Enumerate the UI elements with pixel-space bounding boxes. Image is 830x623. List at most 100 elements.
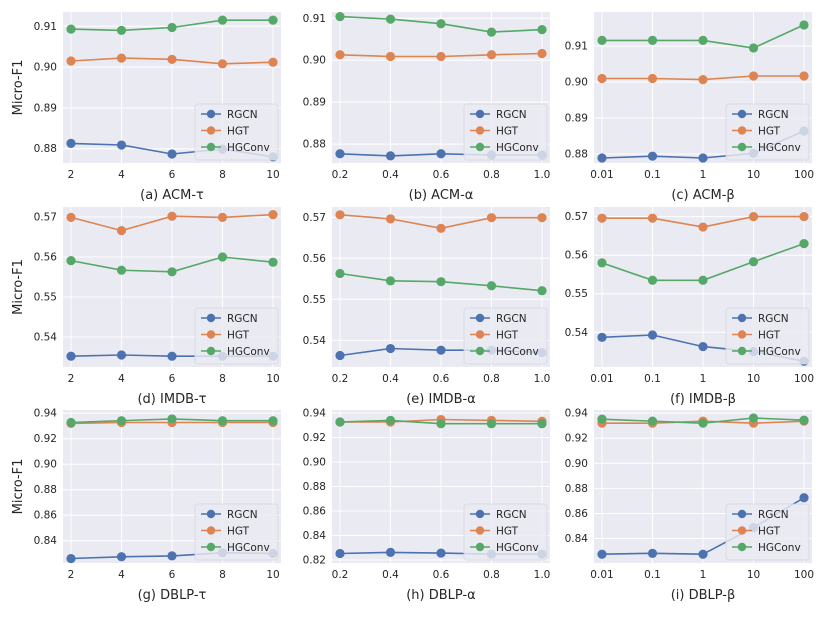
data-point-hgconv (537, 286, 547, 296)
y-tick-label: 0.55 (565, 288, 588, 300)
data-point-hgt (537, 48, 547, 59)
y-tick-label: 0.88 (34, 143, 57, 155)
x-tick-label: 10 (747, 373, 760, 385)
data-point-rgcn (436, 548, 446, 558)
legend-box (725, 307, 810, 365)
data-point-hgconv (167, 414, 177, 424)
x-tick-label: 2 (68, 569, 75, 581)
legend: RGCN HGT HGConv (463, 503, 548, 561)
legend-label: RGCN (496, 509, 527, 521)
legend-label: RGCN (227, 509, 258, 521)
data-point-hgt (436, 223, 446, 233)
y-tick-label: 0.84 (565, 533, 589, 545)
data-point-hgt (486, 50, 497, 60)
legend-marker-hgt (206, 330, 216, 339)
subplot-7: 0.84 0.86 0.88 0.90 0.92 0.94 2 4 6 8 10 RGCN HGT HGC… (11, 408, 281, 603)
data-point-hgconv (217, 416, 228, 426)
subplot-4: 0.54 0.55 0.56 0.57 2 4 6 8 10 RGCN HGT HGConv (d) I… (11, 207, 281, 407)
x-tick-label: 6 (169, 169, 176, 181)
y-tick-label: 0.54 (34, 332, 58, 344)
y-tick-label: 0.90 (565, 77, 588, 89)
data-point-rgcn (385, 547, 396, 557)
legend-box (725, 103, 810, 161)
data-point-rgcn (335, 149, 345, 159)
y-tick-label: 0.54 (303, 335, 327, 347)
x-tick-label: 10 (266, 169, 279, 181)
legend-label: RGCN (496, 313, 527, 325)
y-tick-label: 0.56 (34, 252, 58, 264)
data-point-hgt (748, 212, 759, 222)
legend-label: HGT (496, 125, 519, 137)
data-point-hgconv (698, 35, 708, 46)
data-point-hgconv (385, 14, 396, 24)
legend-label: RGCN (758, 313, 789, 325)
data-point-hgconv (217, 15, 228, 25)
x-tick-label: 6 (169, 373, 176, 385)
legend-marker-hgt (475, 526, 485, 535)
data-point-hgconv (486, 281, 497, 291)
x-tick-label: 0.8 (483, 169, 500, 181)
legend-marker-hgt (475, 126, 485, 135)
legend-label: HGConv (496, 542, 539, 554)
data-point-rgcn (647, 330, 658, 340)
legend-label: HGConv (227, 346, 270, 358)
legend-marker-hgconv (206, 346, 216, 356)
data-point-hgconv (698, 275, 708, 285)
legend-label: HGT (496, 329, 519, 341)
x-tick-label: 0.4 (382, 569, 399, 581)
data-point-hgconv (268, 257, 278, 267)
legend-label: HGT (758, 329, 781, 341)
legend-label: HGT (227, 125, 250, 137)
y-tick-label: 0.90 (303, 457, 326, 469)
data-point-hgconv (116, 416, 127, 426)
y-tick-label: 0.54 (565, 327, 589, 339)
data-point-hgconv (335, 417, 345, 427)
data-point-rgcn (66, 553, 76, 564)
legend-box (194, 307, 279, 365)
legend: RGCN HGT HGConv (725, 307, 810, 365)
data-point-rgcn (698, 341, 708, 352)
data-point-hgconv (799, 20, 809, 30)
y-tick-label: 0.56 (303, 253, 327, 265)
y-tick-label: 0.55 (303, 294, 326, 306)
legend-label: HGConv (227, 142, 270, 154)
legend-label: HGT (496, 525, 519, 537)
y-tick-label: 0.90 (303, 55, 326, 67)
legend: RGCN HGT HGConv (194, 103, 279, 161)
y-tick-label: 0.57 (303, 212, 326, 224)
y-tick-label: 0.90 (34, 459, 57, 471)
data-point-hgconv (698, 418, 708, 428)
data-point-hgconv (647, 416, 658, 426)
subplot-title: (g) DBLP-τ (138, 588, 207, 603)
x-tick-label: 100 (794, 569, 814, 581)
legend-label: HGConv (496, 346, 539, 358)
data-point-hgt (748, 71, 759, 81)
legend-marker-hgconv (475, 542, 485, 552)
data-point-rgcn (597, 549, 607, 559)
legend-marker-hgconv (206, 142, 216, 152)
data-point-rgcn (647, 151, 658, 161)
subplot-title: (i) DBLP-β (671, 588, 736, 603)
data-point-hgconv (66, 256, 76, 266)
x-tick-label: 0.2 (332, 569, 349, 581)
legend-box (463, 103, 548, 161)
data-point-rgcn (436, 345, 446, 355)
data-point-rgcn (436, 149, 446, 159)
subplot-2: 0.88 0.89 0.90 0.91 0.2 0.4 0.6 0.8 1.0 RGCN HGT HG… (303, 12, 550, 203)
x-tick-label: 10 (266, 569, 279, 581)
data-point-hgt (698, 74, 708, 85)
y-tick-label: 0.94 (34, 408, 58, 420)
x-tick-label: 0.1 (644, 373, 661, 385)
data-point-rgcn (167, 551, 177, 561)
data-point-hgconv (436, 419, 446, 429)
y-tick-label: 0.88 (565, 149, 588, 161)
legend-marker-hgt (206, 526, 216, 535)
x-tick-label: 0.6 (433, 169, 450, 181)
subplot-title: (c) ACM-β (671, 188, 734, 203)
legend-box (194, 103, 279, 161)
data-point-hgconv (116, 25, 127, 35)
data-point-rgcn (597, 332, 607, 342)
data-point-hgt (597, 213, 607, 223)
data-point-hgt (647, 73, 658, 84)
subplot-8: 0.82 0.84 0.86 0.88 0.90 0.92 0.94 0.2 0.4 0.6 0.8… (303, 408, 551, 603)
